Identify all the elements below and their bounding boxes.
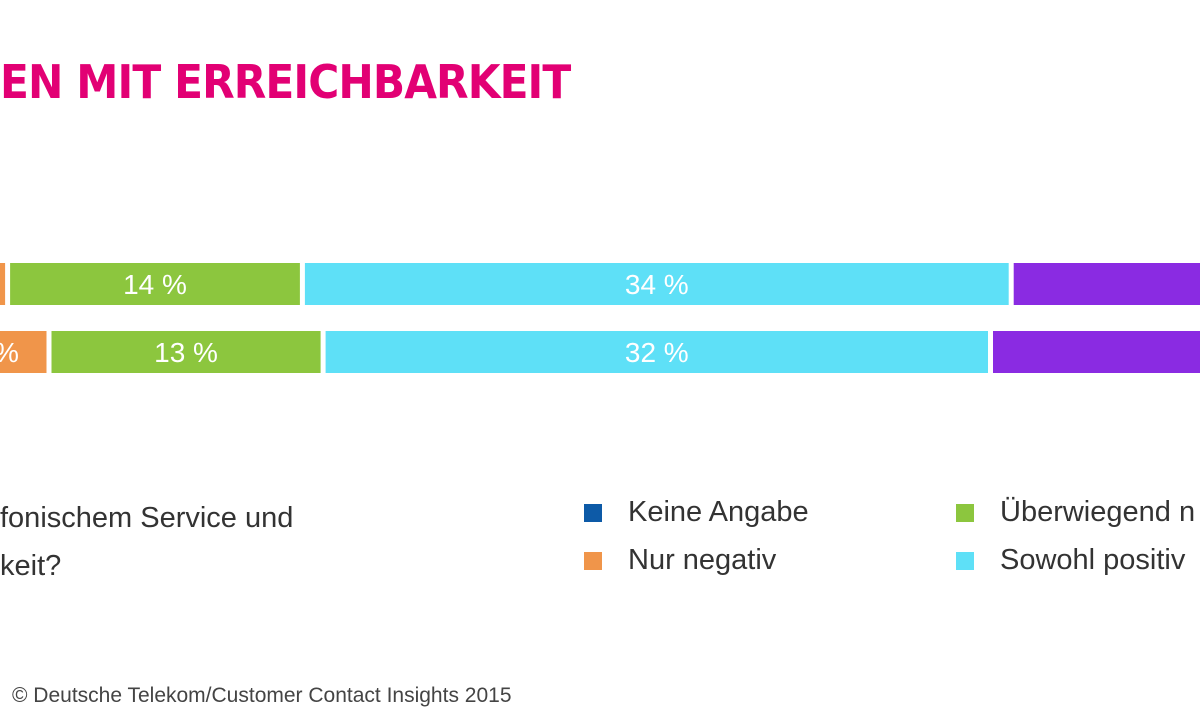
copyright-credit: © Deutsche Telekom/Customer Contact Insi… [12,684,512,707]
bar-row2-segment1 [0,331,47,373]
bar-label-row2-segment1: 5 % [0,337,19,368]
bar-row1-segment1 [0,263,6,305]
chart-title: EN MIT ERREICHBARKEIT [0,55,571,109]
bar-label-row1-segment3: 34 % [625,269,689,300]
legend-label-ueberwiegend: Überwiegend n [1000,496,1196,528]
legend-swatch-sowohl-positiv [956,551,974,570]
question-line-1: fonischem Service und [0,502,294,534]
bar-label-row2-segment2: 13 % [154,337,218,368]
legend: Keine Angabe Überwiegend n Nur negativ S… [0,496,1200,596]
question-line-2: keit? [0,550,62,582]
bar-row1-segment4 [1013,263,1200,305]
legend-swatch-ueberwiegend [956,503,974,522]
bar-row1-segment3 [304,263,1009,305]
survey-question: fonischem Service und keit? [0,494,340,590]
legend-swatch-keine-angabe [584,503,602,522]
legend-item-keine-angabe: Keine Angabe [584,496,809,529]
stacked-bar-chart: 14 % 34 % 5 % 13 % 32 % [0,263,1200,373]
bar-row2-segment2 [51,331,321,373]
legend-label-keine-angabe: Keine Angabe [628,496,809,528]
bar-label-row1-segment2: 14 % [123,269,187,300]
bar-row2-segment4 [993,331,1200,373]
legend-item-nur-negativ: Nur negativ [584,544,776,577]
legend-label-nur-negativ: Nur negativ [628,544,777,576]
legend-swatch-nur-negativ [584,551,602,570]
legend-item-ueberwiegend: Überwiegend n [956,496,1195,529]
legend-label-sowohl-positiv: Sowohl positiv [1000,544,1186,576]
bar-row1-segment2 [10,263,300,305]
legend-item-sowohl-positiv: Sowohl positiv [956,544,1185,577]
bar-label-row2-segment3: 32 % [625,337,689,368]
bar-row2-segment3 [325,331,989,373]
